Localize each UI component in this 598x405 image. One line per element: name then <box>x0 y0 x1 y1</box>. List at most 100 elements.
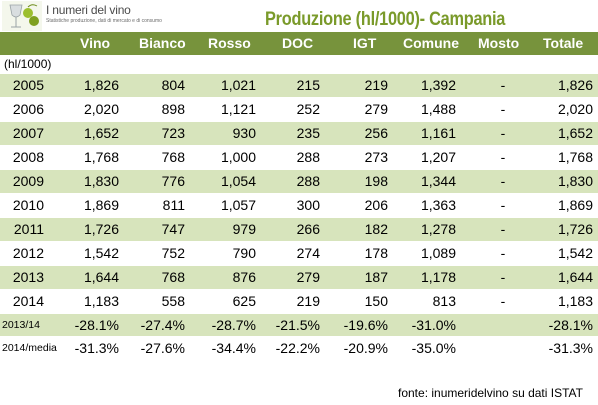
cell-totale: 2,020 <box>557 101 593 117</box>
cell-rosso: 1,057 <box>220 197 256 213</box>
wine-glass-logo-icon <box>2 1 42 31</box>
cell-doc: 288 <box>296 173 320 189</box>
cell-vino: -28.1% <box>74 317 119 333</box>
cell-mosto: - <box>500 149 506 165</box>
row-label: 2012 <box>12 245 44 261</box>
cell-totale: 1,768 <box>557 149 593 165</box>
cell-mosto: - <box>500 125 506 141</box>
table-body: 2005 1,826 804 1,021 215 219 1,392 - 1,8… <box>0 74 598 360</box>
cell-igt: 206 <box>364 197 388 213</box>
cell-totale: 1,542 <box>557 245 593 261</box>
cell-bianco: -27.6% <box>140 340 185 356</box>
cell-rosso: 625 <box>232 293 256 309</box>
cell-bianco: 768 <box>161 269 185 285</box>
cell-vino: 1,826 <box>83 77 119 93</box>
table-row: 2012 1,542 752 790 274 178 1,089 - 1,542 <box>0 242 598 266</box>
cell-bianco: 752 <box>161 245 185 261</box>
cell-doc: 215 <box>296 77 320 93</box>
cell-doc: 219 <box>296 293 320 309</box>
cell-rosso: 1,054 <box>220 173 256 189</box>
cell-mosto: - <box>500 77 506 93</box>
cell-igt: -20.9% <box>343 340 388 356</box>
cell-doc: 266 <box>296 221 320 237</box>
cell-comune: -31.0% <box>411 317 456 333</box>
brand-tagline: Statistiche produzione, dati di mercato … <box>46 18 162 24</box>
row-label: 2013/14 <box>2 319 40 331</box>
row-label: 2006 <box>12 101 44 117</box>
cell-doc: 279 <box>296 269 320 285</box>
cell-totale: 1,183 <box>557 293 593 309</box>
brand-name: I numeri del vino <box>46 3 131 17</box>
table-title: Produzione (hl/1000)- Campania <box>265 9 506 30</box>
cell-mosto: - <box>500 245 506 261</box>
row-label: 2014/media <box>2 342 57 354</box>
cell-mosto: - <box>500 101 506 117</box>
cell-totale: 1,644 <box>557 269 593 285</box>
cell-rosso: 790 <box>232 245 256 261</box>
cell-comune: 1,161 <box>420 125 456 141</box>
cell-vino: 1,652 <box>83 125 119 141</box>
cell-igt: 178 <box>364 245 388 261</box>
column-header-totale: Totale <box>543 35 584 51</box>
cell-totale: 1,830 <box>557 173 593 189</box>
cell-totale: 1,726 <box>557 221 593 237</box>
cell-igt: 279 <box>364 101 388 117</box>
cell-igt: 273 <box>364 149 388 165</box>
column-header-mosto: Mosto <box>478 35 520 51</box>
cell-bianco: 723 <box>161 125 185 141</box>
table-row: 2010 1,869 811 1,057 300 206 1,363 - 1,8… <box>0 194 598 218</box>
cell-doc: -21.5% <box>275 317 320 333</box>
cell-doc: 252 <box>296 101 320 117</box>
row-label: 2009 <box>12 173 44 189</box>
cell-bianco: 898 <box>161 101 185 117</box>
cell-comune: 813 <box>432 293 456 309</box>
column-header-doc: DOC <box>282 35 314 51</box>
column-header-bianco: Bianco <box>139 35 186 51</box>
table-row: 2008 1,768 768 1,000 288 273 1,207 - 1,7… <box>0 146 598 170</box>
cell-comune: 1,488 <box>420 101 456 117</box>
cell-rosso: 1,021 <box>220 77 256 93</box>
cell-vino: 1,830 <box>83 173 119 189</box>
column-header-rosso: Rosso <box>208 35 251 51</box>
table-row: 2014 1,183 558 625 219 150 813 - 1,183 <box>0 290 598 314</box>
column-header-igt: IGT <box>353 35 377 51</box>
cell-totale: -31.3% <box>548 340 593 356</box>
cell-doc: 288 <box>296 149 320 165</box>
cell-doc: 300 <box>296 197 320 213</box>
cell-mosto: - <box>500 293 506 309</box>
cell-doc: 274 <box>296 245 320 261</box>
row-label: 2007 <box>12 125 44 141</box>
table-row: 2006 2,020 898 1,121 252 279 1,488 - 2,0… <box>0 98 598 122</box>
cell-igt: 198 <box>364 173 388 189</box>
cell-mosto: - <box>500 269 506 285</box>
column-header-comune: Comune <box>403 35 459 51</box>
logo: I numeri del vino Statistiche produzione… <box>2 1 162 31</box>
table-row: 2011 1,726 747 979 266 182 1,278 - 1,726 <box>0 218 598 242</box>
cell-rosso: 930 <box>232 125 256 141</box>
table-row: 2009 1,830 776 1,054 288 198 1,344 - 1,8… <box>0 170 598 194</box>
cell-rosso: 1,121 <box>220 101 256 117</box>
cell-comune: 1,178 <box>420 269 456 285</box>
cell-igt: 187 <box>364 269 388 285</box>
cell-vino: 1,768 <box>83 149 119 165</box>
cell-rosso: 979 <box>232 221 256 237</box>
cell-vino: 1,869 <box>83 197 119 213</box>
cell-bianco: 804 <box>161 77 185 93</box>
row-label: 2013 <box>12 269 44 285</box>
cell-bianco: 811 <box>162 197 185 213</box>
cell-comune: -35.0% <box>411 340 456 356</box>
cell-totale: 1,826 <box>557 77 593 93</box>
cell-igt: 256 <box>364 125 388 141</box>
cell-vino: 1,542 <box>83 245 119 261</box>
cell-doc: -22.2% <box>275 340 320 356</box>
row-label: 2011 <box>13 221 44 237</box>
cell-rosso: -34.4% <box>211 340 256 356</box>
cell-vino: 1,726 <box>83 221 119 237</box>
cell-igt: -19.6% <box>343 317 388 333</box>
row-label: 2008 <box>12 149 44 165</box>
cell-rosso: 1,000 <box>220 149 256 165</box>
cell-bianco: 747 <box>161 221 185 237</box>
table-row-change: 2013/14 -28.1% -27.4% -28.7% -21.5% -19.… <box>0 314 598 337</box>
cell-totale: 1,869 <box>557 197 593 213</box>
cell-vino: 1,644 <box>83 269 119 285</box>
